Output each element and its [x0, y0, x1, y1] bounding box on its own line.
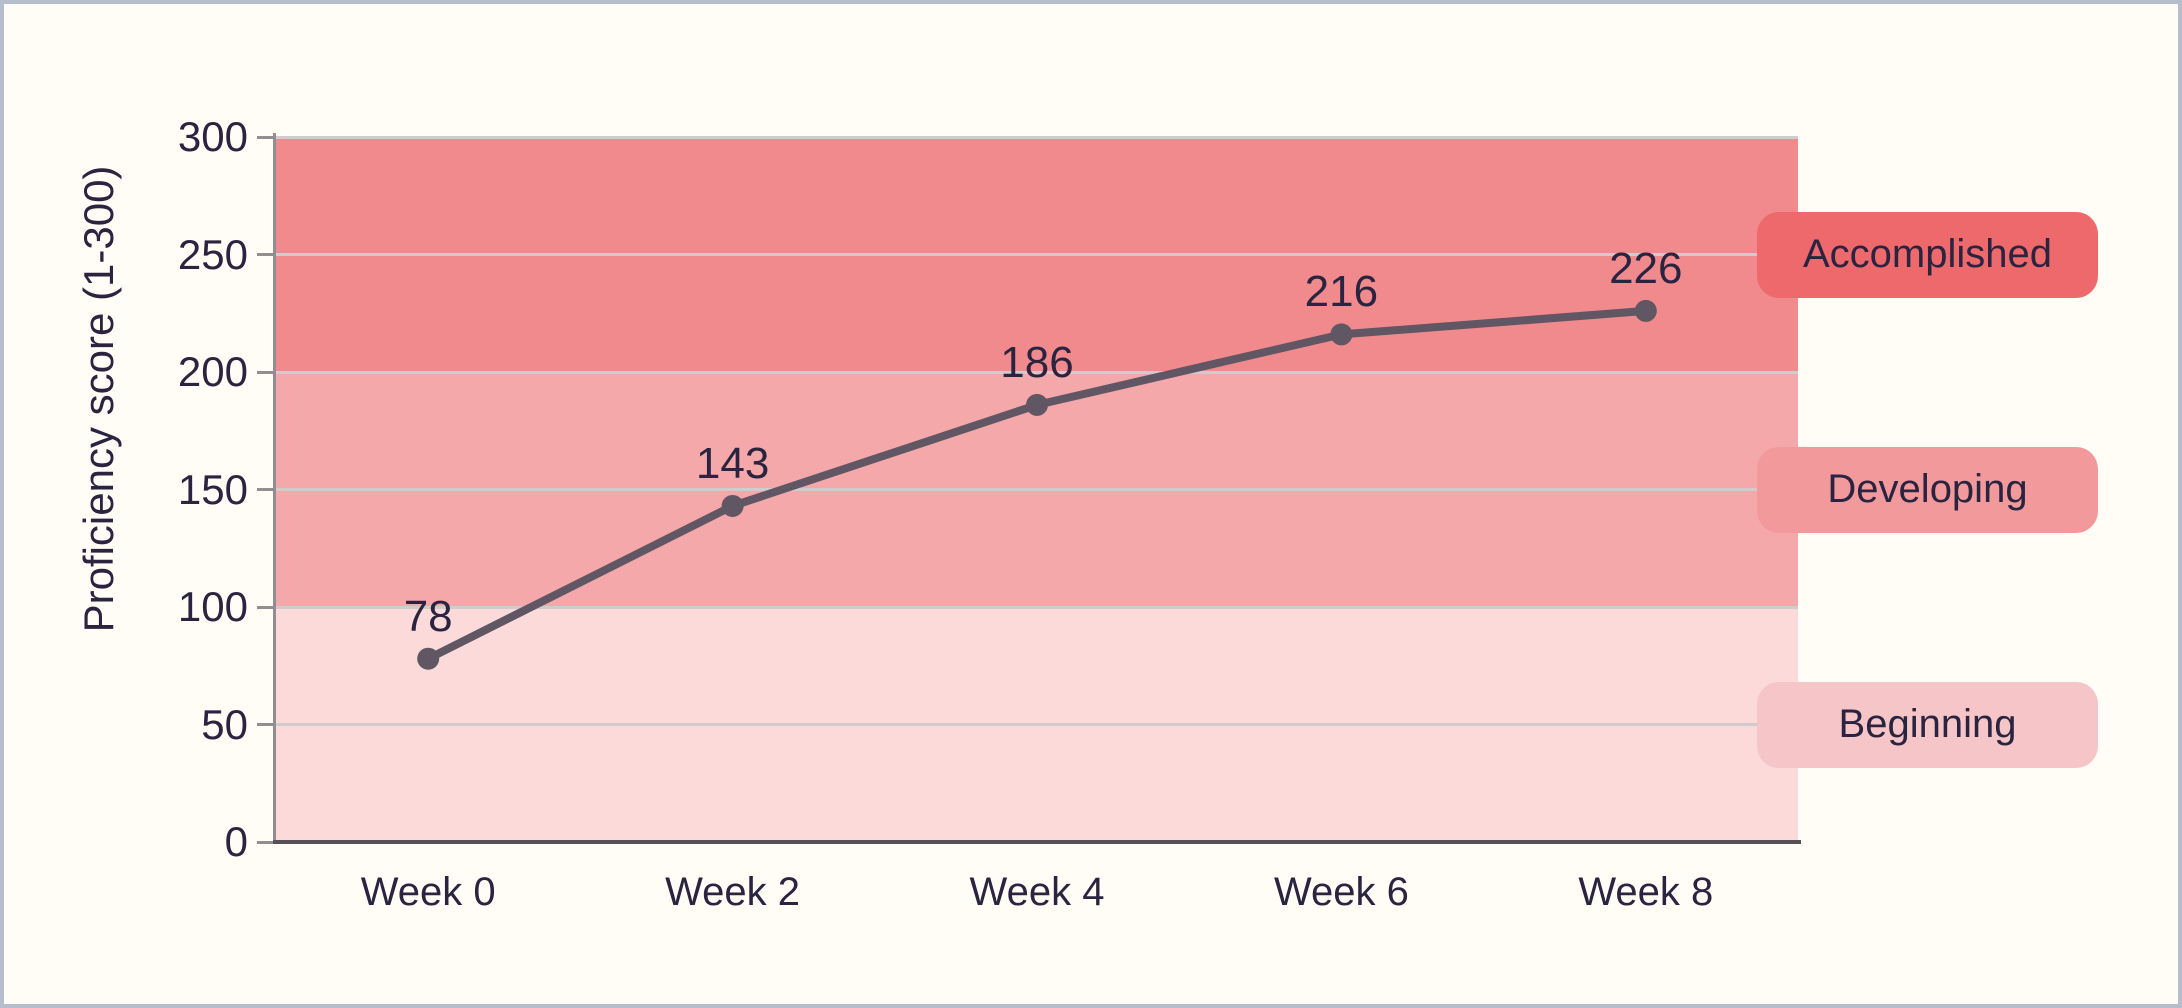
- x-tick-label-week-8: Week 8: [1578, 870, 1714, 914]
- x-axis-line: [273, 840, 1801, 844]
- badge-accomplished: Accomplished: [1757, 211, 2098, 298]
- gridline-150: [276, 488, 1798, 491]
- y-tick-0: [257, 840, 273, 844]
- trend-line: [417, 299, 1657, 670]
- y-tick-50: [257, 723, 273, 726]
- gridline-50: [276, 723, 1798, 726]
- y-tick-250: [257, 253, 273, 256]
- data-point-week-8: [1634, 299, 1657, 322]
- y-tick-label-200: 200: [177, 348, 248, 395]
- gridline-250: [276, 253, 1798, 256]
- badge-beginning: Beginning: [1757, 681, 2098, 768]
- data-point-week-6: [1330, 323, 1353, 346]
- data-point-week-2: [721, 494, 744, 517]
- y-tick-label-0: 0: [224, 818, 248, 865]
- y-tick-label-250: 250: [177, 230, 248, 278]
- y-axis-line: [273, 133, 276, 842]
- y-tick-150: [257, 488, 273, 491]
- point-label-143: 143: [695, 438, 770, 488]
- y-tick-200: [257, 370, 273, 374]
- y-tick-label-50: 50: [201, 700, 248, 748]
- badge-developing: Developing: [1757, 446, 2098, 533]
- data-point-week-4: [1026, 393, 1048, 416]
- point-label-78: 78: [403, 591, 453, 641]
- x-tick-label-week-2: Week 2: [665, 870, 801, 914]
- y-tick-label-150: 150: [177, 465, 248, 513]
- plot-area: 78 143 186 216 226: [276, 135, 1798, 842]
- gridline-300: [276, 135, 1798, 139]
- gridline-200: [276, 370, 1798, 374]
- y-tick-100: [257, 605, 273, 609]
- y-tick-label-100: 100: [177, 583, 248, 630]
- point-label-216: 216: [1304, 267, 1379, 317]
- x-tick-label-week-4: Week 4: [969, 870, 1105, 914]
- point-label-226: 226: [1609, 243, 1683, 293]
- x-tick-label-week-6: Week 6: [1273, 870, 1409, 914]
- point-label-186: 186: [1000, 337, 1074, 387]
- gridline-100: [276, 605, 1798, 609]
- data-point-week-0: [417, 647, 440, 670]
- x-tick-label-week-0: Week 0: [360, 870, 496, 914]
- y-tick-300: [257, 135, 273, 139]
- y-tick-label-300: 300: [177, 113, 248, 160]
